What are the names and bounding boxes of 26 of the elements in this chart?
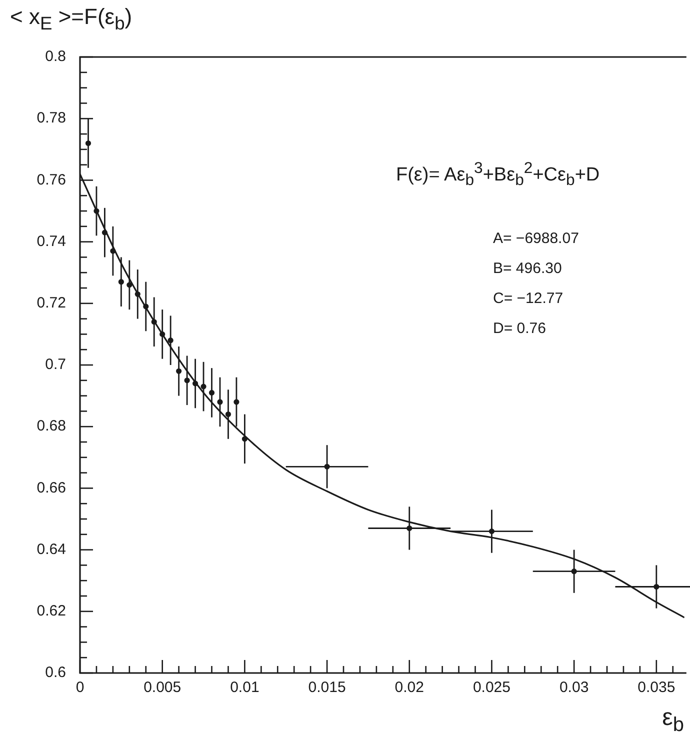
x-tick-label: 0.02 (394, 679, 424, 696)
x-tick-label: 0.035 (638, 679, 676, 696)
y-tick-label: 0.6 (45, 664, 66, 682)
y-tick-label: 0.68 (36, 418, 66, 435)
annotation: C= −12.77 (493, 290, 564, 307)
y-tick-label: 0.8 (45, 48, 66, 66)
y-tick-label: 0.66 (36, 479, 66, 496)
x-tick-label: 0.025 (472, 679, 510, 696)
x-tick-label: 0 (76, 679, 84, 696)
x-tick-label: 0.01 (230, 679, 260, 696)
x-axis-title: ε$_{b}$ (662, 704, 684, 737)
annotation: B= 496.30 (493, 260, 562, 277)
annotation: A= −6988.07 (493, 230, 579, 247)
x-tick-label: 0.005 (144, 679, 182, 696)
x-tick-label: 0.015 (308, 679, 346, 696)
y-tick-label: 0.74 (36, 232, 66, 250)
y-tick-label: 0.62 (36, 602, 66, 620)
text: F(ε)= Aε$_{b}$$^{3}$+Bε$_{b}$$^{2}$+Cε$_{b}$+D (396, 160, 600, 190)
y-tick-label: 0.7 (45, 356, 66, 374)
annotation: D= 0.76 (493, 320, 546, 337)
y-tick-label: 0.78 (36, 110, 66, 127)
x-tick-label: 0.03 (559, 679, 589, 696)
y-tick-label: 0.76 (36, 171, 66, 188)
y-tick-label: 0.64 (36, 540, 66, 558)
y-axis-title: < x$_{E}$ >=F(ε$_{b}$) (10, 4, 132, 34)
y-tick-label: 0.72 (36, 294, 66, 312)
